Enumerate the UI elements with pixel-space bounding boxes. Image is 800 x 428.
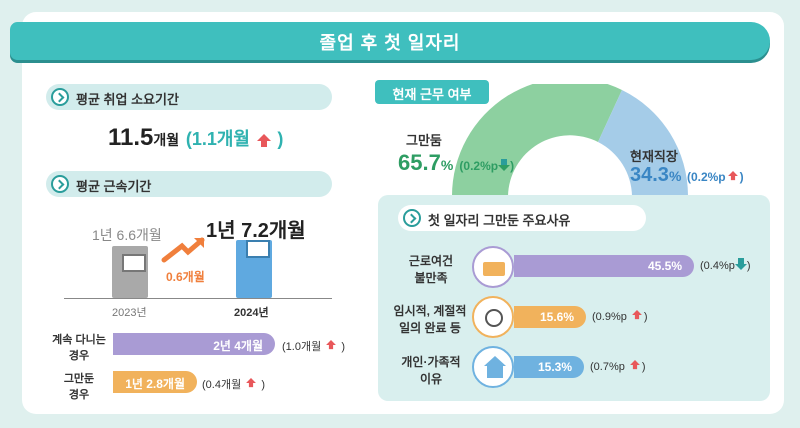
quit-change: (0.4개월 ) bbox=[202, 378, 265, 391]
up-arrow-icon bbox=[246, 378, 257, 388]
up-arrow-icon bbox=[632, 310, 642, 320]
year-2023: 2023년 bbox=[112, 307, 147, 319]
quit-label: 그만둠 bbox=[406, 133, 442, 148]
job-search-heading: 평균 취업 소요기간 bbox=[46, 84, 332, 110]
quit-arc bbox=[452, 84, 622, 196]
employment-donut bbox=[452, 84, 688, 196]
current-label: 현재직장 bbox=[630, 149, 678, 164]
quit-bar: 1년 2.8개월 bbox=[113, 371, 197, 393]
reason-2-bar: 15.6% bbox=[514, 306, 586, 328]
reason-1-label: 근로여건 불만족 bbox=[408, 254, 454, 285]
quit-value: 65.7% (0.2%p) bbox=[398, 150, 515, 175]
tenure-heading: 평균 근속기간 bbox=[46, 171, 332, 197]
chevron-right-icon bbox=[51, 175, 69, 193]
staying-change: (1.0개월 ) bbox=[282, 340, 345, 353]
tenure-diff: 0.6개월 bbox=[166, 270, 205, 284]
tenure-2024-value: 1년 7.2개월 bbox=[206, 220, 306, 242]
page-title: 졸업 후 첫 일자리 bbox=[319, 33, 461, 53]
reasons-heading: 첫 일자리 그만둔 주요사유 bbox=[398, 205, 646, 231]
reason-2-label: 임시적, 계절적 일의 완료 등 bbox=[393, 304, 467, 335]
stopwatch-icon bbox=[472, 296, 514, 338]
job-search-change: (1.1개월 bbox=[185, 129, 250, 149]
quit-label: 그만둔 경우 bbox=[63, 373, 95, 401]
current-value: 34.3% (0.2%p) bbox=[630, 164, 744, 186]
reason-3-bar: 15.3% bbox=[514, 356, 584, 378]
chevron-right-icon bbox=[51, 88, 69, 106]
baseline bbox=[64, 298, 332, 299]
reason-2-change: (0.9%p ) bbox=[592, 310, 648, 323]
down-arrow-icon bbox=[498, 159, 511, 171]
house-icon bbox=[472, 346, 514, 388]
chevron-right-icon bbox=[403, 209, 421, 227]
up-arrow-icon bbox=[326, 340, 337, 350]
bar-2023 bbox=[112, 246, 148, 298]
reason-1-bar: 45.5% bbox=[514, 255, 694, 277]
year-2024: 2024년 bbox=[234, 307, 269, 319]
reason-3-change: (0.7%p ) bbox=[590, 360, 646, 373]
staying-label: 계속 다니는 경우 bbox=[52, 334, 106, 362]
up-arrow-icon bbox=[630, 360, 640, 370]
monitor-icon bbox=[122, 254, 146, 272]
reason-3-label: 개인·가족적 이유 bbox=[401, 355, 461, 386]
reason-1-change: (0.4%p) bbox=[700, 258, 751, 272]
up-arrow-icon bbox=[727, 171, 738, 181]
job-search-value: 11.5개월 (1.1개월 ) bbox=[108, 124, 284, 151]
monitor-icon bbox=[246, 240, 270, 258]
down-arrow-icon bbox=[734, 258, 747, 270]
staying-bar: 2년 4개월 bbox=[113, 333, 275, 355]
up-arrow-icon bbox=[256, 134, 271, 147]
employment-tag: 현재 근무 여부 bbox=[375, 80, 489, 104]
increase-arrow-icon bbox=[161, 237, 205, 263]
title-bar: 졸업 후 첫 일자리 bbox=[10, 22, 770, 60]
briefcase-icon bbox=[472, 246, 514, 288]
bar-2024 bbox=[236, 240, 272, 298]
tenure-2023-value: 1년 6.6개월 bbox=[92, 227, 162, 243]
current-arc bbox=[598, 90, 688, 196]
